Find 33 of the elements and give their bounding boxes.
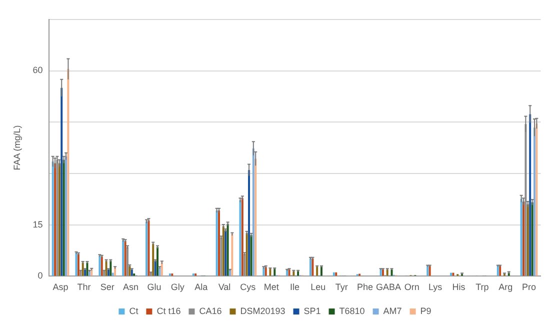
x-tick-label: Cys [240,282,256,292]
x-tick-label: Trp [476,282,489,292]
x-tick-label: Leu [310,282,326,292]
x-tick-label: Glu [147,282,162,292]
legend-label: T6810 [339,306,365,316]
x-tick-label: Val [218,282,231,292]
y-tick-label: 60 [32,65,43,76]
x-tick-label: GABA [376,282,401,292]
y-tick-label: 15 [32,219,43,230]
legend-label: Ct [129,306,139,316]
x-tick-label: His [452,282,466,292]
legend-label: DSM20193 [240,306,286,316]
y-axis-title: FAA (mg/L) [12,125,22,170]
x-tick-label: Orn [404,282,420,292]
x-tick-label: Asp [52,282,68,292]
x-tick-label: Tyr [335,282,348,292]
legend-label: Ct t16 [156,306,181,316]
y-tick-label: 0 [38,270,43,281]
x-tick-label: Lys [428,282,443,292]
legend-label: CA16 [199,306,222,316]
x-tick-label: Ile [290,282,300,292]
x-tick-label: Ser [100,282,114,292]
x-tick-label: Phe [357,282,374,292]
x-tick-label: Arg [498,282,513,292]
x-tick-label: Gly [170,282,185,292]
x-tick-label: Met [264,282,280,292]
legend-label: SP1 [304,306,321,316]
legend-label: AM7 [383,306,402,316]
x-tick-label: Pro [522,282,536,292]
legend-label: P9 [420,306,432,316]
x-tick-label: Thr [77,282,91,292]
x-tick-label: Asn [123,282,139,292]
x-tick-label: Ala [194,282,208,292]
